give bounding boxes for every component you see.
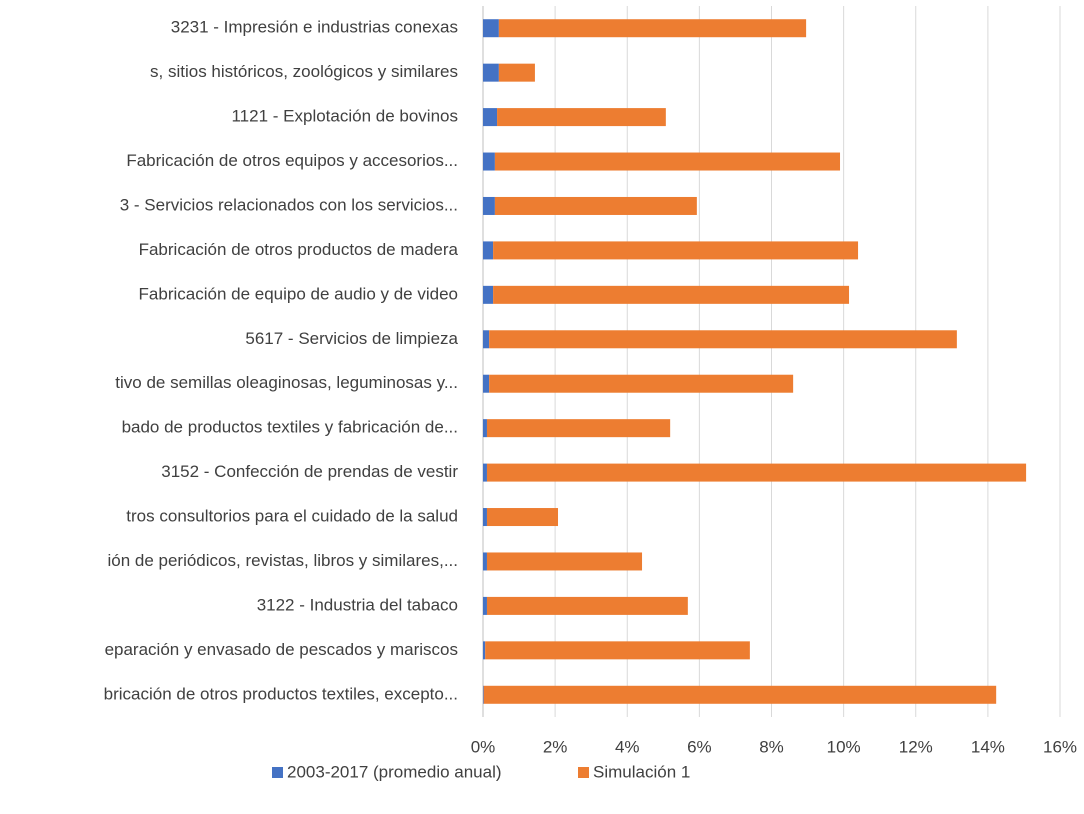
bar bbox=[486, 596, 688, 615]
y-tick-label: bado de productos textiles y fabricación… bbox=[122, 418, 458, 437]
bar bbox=[486, 419, 671, 438]
bar bbox=[483, 330, 490, 349]
bar bbox=[497, 108, 666, 127]
x-tick-label: 6% bbox=[687, 737, 712, 756]
bar bbox=[483, 19, 499, 38]
bar bbox=[483, 641, 486, 660]
legend-swatch bbox=[578, 767, 589, 778]
bar bbox=[498, 63, 535, 82]
x-tick-label: 12% bbox=[899, 737, 933, 756]
x-tick-label: 2% bbox=[543, 737, 568, 756]
bar bbox=[489, 374, 794, 393]
bar bbox=[486, 552, 643, 571]
x-tick-label: 0% bbox=[471, 737, 496, 756]
bar bbox=[493, 241, 859, 260]
y-tick-label: eparación y envasado de pescados y maris… bbox=[105, 640, 458, 659]
bar bbox=[483, 196, 495, 215]
y-tick-label: tivo de semillas oleaginosas, leguminosa… bbox=[115, 373, 458, 392]
x-tick-label: 10% bbox=[827, 737, 861, 756]
legend-label: 2003-2017 (promedio anual) bbox=[287, 762, 502, 781]
bar bbox=[485, 641, 750, 660]
bar bbox=[483, 508, 487, 527]
y-tick-label: bricación de otros productos textiles, e… bbox=[104, 684, 458, 703]
bar bbox=[494, 152, 841, 171]
x-tick-label: 4% bbox=[615, 737, 640, 756]
y-tick-label: 3231 - Impresión e industrias conexas bbox=[171, 18, 458, 37]
bar bbox=[486, 463, 1027, 482]
bar bbox=[493, 285, 850, 304]
y-tick-label: 5617 - Servicios de limpieza bbox=[245, 329, 458, 348]
y-tick-label: Fabricación de otros equipos y accesorio… bbox=[126, 151, 458, 170]
x-tick-label: 14% bbox=[971, 737, 1005, 756]
bar bbox=[483, 596, 487, 615]
bar bbox=[483, 285, 494, 304]
y-tick-label: 3 - Servicios relacionados con los servi… bbox=[120, 195, 458, 214]
bar bbox=[489, 330, 957, 349]
bar bbox=[483, 108, 498, 127]
bar bbox=[483, 552, 487, 571]
bar bbox=[483, 152, 495, 171]
y-tick-label: 1121 - Explotación de bovinos bbox=[231, 107, 458, 126]
y-tick-label: tros consultorios para el cuidado de la … bbox=[126, 507, 458, 526]
y-tick-label: s, sitios históricos, zoológicos y simil… bbox=[150, 62, 458, 81]
y-tick-label: ión de periódicos, revistas, libros y si… bbox=[107, 551, 458, 570]
bar bbox=[494, 196, 697, 215]
bar bbox=[486, 508, 559, 527]
legend-swatch bbox=[272, 767, 283, 778]
bar bbox=[483, 241, 494, 260]
bar bbox=[498, 19, 807, 38]
bar bbox=[483, 463, 487, 482]
x-tick-label: 16% bbox=[1043, 737, 1077, 756]
y-tick-label: Fabricación de otros productos de madera bbox=[139, 240, 459, 259]
bar bbox=[483, 63, 499, 82]
bar bbox=[483, 685, 484, 704]
x-tick-label: 8% bbox=[759, 737, 784, 756]
y-tick-label: 3122 - Industria del tabaco bbox=[257, 595, 458, 614]
bar bbox=[483, 374, 490, 393]
legend-label: Simulación 1 bbox=[593, 762, 690, 781]
bar bbox=[483, 685, 997, 704]
y-tick-label: Fabricación de equipo de audio y de vide… bbox=[139, 284, 458, 303]
bar bbox=[483, 419, 487, 438]
y-tick-label: 3152 - Confección de prendas de vestir bbox=[161, 462, 458, 481]
